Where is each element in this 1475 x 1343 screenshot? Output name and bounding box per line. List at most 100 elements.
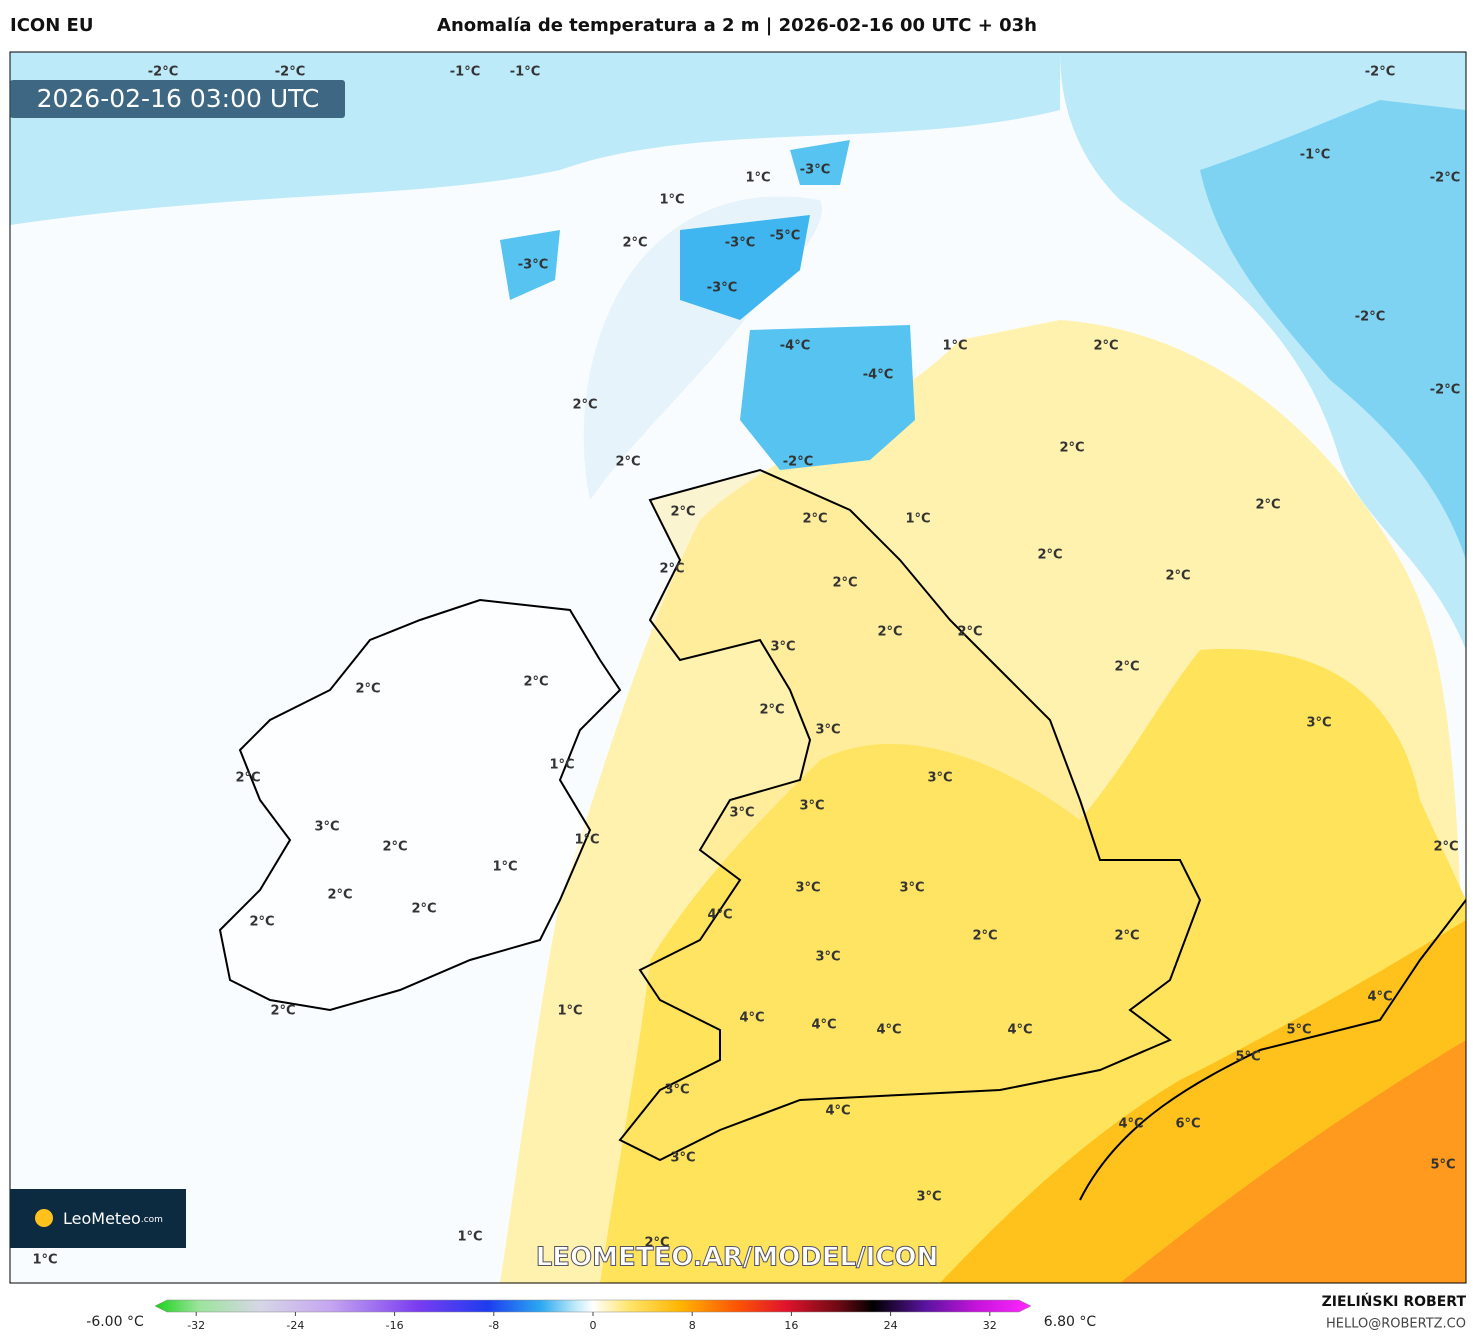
colorbar-tick-label: 32 <box>983 1319 997 1332</box>
cold-patch <box>500 230 560 300</box>
temperature-label: 2°C <box>1114 660 1139 675</box>
temperature-label: 2°C <box>249 915 274 930</box>
temperature-label: 1°C <box>492 860 517 875</box>
colorbar-tick-label: 0 <box>590 1319 597 1332</box>
temperature-label: 2°C <box>957 625 982 640</box>
temperature-label: 3°C <box>670 1151 695 1166</box>
email: HELLO@ROBERTZ.CO <box>1326 1317 1466 1332</box>
temperature-label: 3°C <box>770 640 795 655</box>
temperature-label: -3°C <box>800 163 830 178</box>
temperature-label: 3°C <box>314 820 339 835</box>
temperature-label: 5°C <box>1235 1050 1260 1065</box>
temperature-label: 4°C <box>1118 1117 1143 1132</box>
temperature-label: -2°C <box>1365 65 1395 80</box>
temperature-label: -1°C <box>510 65 540 80</box>
temperature-label: -5°C <box>770 229 800 244</box>
logo-suffix: .com <box>141 1215 163 1225</box>
ireland <box>218 598 622 1012</box>
logo-name: LeoMeteo <box>63 1209 141 1228</box>
temperature-label: 2°C <box>615 455 640 470</box>
temperature-label: 4°C <box>825 1104 850 1119</box>
temperature-label: 4°C <box>811 1018 836 1033</box>
temperature-label: 4°C <box>876 1023 901 1038</box>
temperature-label: 2°C <box>1093 339 1118 354</box>
temperature-label: 2°C <box>622 236 647 251</box>
colorbar-tick-label: -8 <box>488 1319 499 1332</box>
cold-region <box>1200 100 1466 560</box>
temperature-label: 4°C <box>707 908 732 923</box>
timestamp: 2026-02-16 03:00 UTC <box>37 84 320 113</box>
temperature-label: 4°C <box>1367 990 1392 1005</box>
temperature-label: 1°C <box>574 833 599 848</box>
temperature-label: -1°C <box>450 65 480 80</box>
timestamp-box <box>10 80 345 118</box>
temperature-label: 1°C <box>557 1004 582 1019</box>
temperature-label: -2°C <box>783 455 813 470</box>
logo-sun <box>35 1209 53 1227</box>
temperature-label: 1°C <box>942 339 967 354</box>
temperature-label: 6°C <box>1175 1117 1200 1132</box>
temperature-label: 3°C <box>664 1083 689 1098</box>
temperature-label: 1°C <box>905 512 930 527</box>
temperature-label: 2°C <box>802 512 827 527</box>
temperature-label: 1°C <box>32 1253 57 1268</box>
temperature-label: 3°C <box>795 881 820 896</box>
temperature-labels: -2°C -2°C -1°C -1°C -2°C -1°C -2°C 1°C -3°C 1°C -3… <box>32 65 1460 1268</box>
colorbar-tick-label: -24 <box>286 1319 304 1332</box>
temperature-label: -2°C <box>148 65 178 80</box>
temperature-label: 2°C <box>832 576 857 591</box>
map-frame <box>9 51 1467 1284</box>
temperature-label: -1°C <box>1300 148 1330 163</box>
temperature-label: 2°C <box>1433 840 1458 855</box>
continent-coast <box>1079 899 1466 1201</box>
colorbar-min: -6.00 °C <box>86 1314 144 1330</box>
temperature-label: 3°C <box>899 881 924 896</box>
colorbar-tick-label: 8 <box>689 1319 696 1332</box>
temperature-label: -3°C <box>707 281 737 296</box>
temperature-label: 2°C <box>411 902 436 917</box>
warmest-region <box>1120 1040 1466 1283</box>
temperature-label: 1°C <box>745 171 770 186</box>
cold-patch <box>790 140 850 185</box>
temperature-label: 2°C <box>355 682 380 697</box>
watermark: LEOMETEO.AR/MODEL/ICON <box>536 1243 939 1273</box>
temperature-label: 2°C <box>235 771 260 786</box>
temperature-label: 5°C <box>1430 1158 1455 1173</box>
temperature-label: 2°C <box>972 929 997 944</box>
temperature-label: 2°C <box>270 1004 295 1019</box>
temperature-label: -2°C <box>1430 383 1460 398</box>
colorbar-tick-label: -16 <box>386 1319 404 1332</box>
temperature-label: 2°C <box>327 888 352 903</box>
cold-patch <box>680 215 810 320</box>
temperature-label: -2°C <box>1430 171 1460 186</box>
temperature-label: 2°C <box>523 675 548 690</box>
temperature-label: 2°C <box>877 625 902 640</box>
temperature-label: 2°C <box>670 505 695 520</box>
temperature-label: -4°C <box>863 368 893 383</box>
temperature-label: 2°C <box>1165 569 1190 584</box>
temperature-label: 3°C <box>1306 716 1331 731</box>
temperature-label: -2°C <box>1355 310 1385 325</box>
colorbar-tick-label: 16 <box>784 1319 798 1332</box>
temperature-label: -4°C <box>780 339 810 354</box>
colorbar-tick-label: 24 <box>884 1319 898 1332</box>
temperature-label: 3°C <box>799 799 824 814</box>
temperature-label: 2°C <box>572 398 597 413</box>
temperature-label: -2°C <box>275 65 305 80</box>
map-title: Anomalía de temperatura a 2 m | 2026-02-… <box>437 15 1037 36</box>
temperature-label: 3°C <box>927 771 952 786</box>
temperature-label: 2°C <box>659 562 684 577</box>
colorbar-tick-label: -32 <box>187 1319 205 1332</box>
temperature-label: 5°C <box>1286 1023 1311 1038</box>
temperature-label: 3°C <box>815 950 840 965</box>
temperature-label: 2°C <box>1255 498 1280 513</box>
temperature-label: 1°C <box>549 758 574 773</box>
temperature-label: 4°C <box>1007 1023 1032 1038</box>
colorbar: -32 -24 -16 -8 0 8 16 24 32 <box>154 1299 1032 1332</box>
temperature-label: 1°C <box>457 1230 482 1245</box>
colorbar-max: 6.80 °C <box>1044 1314 1097 1330</box>
temperature-label: 1°C <box>659 193 684 208</box>
temperature-label: 2°C <box>1037 548 1062 563</box>
